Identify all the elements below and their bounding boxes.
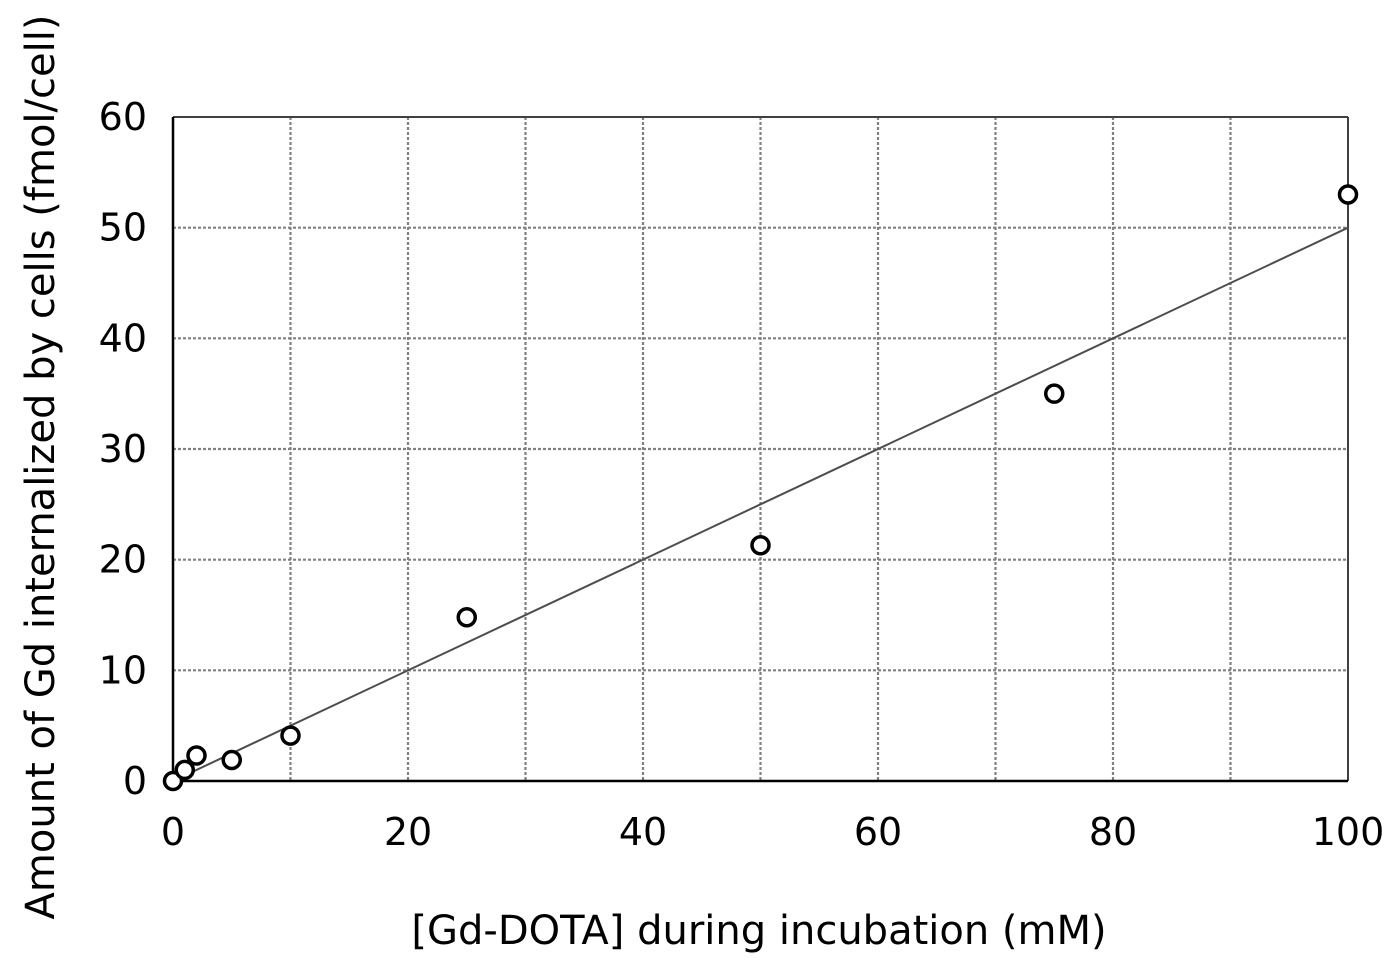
x-tick-label: 80: [1089, 810, 1137, 854]
data-points: [162, 184, 1359, 792]
y-tick-labels: 0 10 20 30 40 50 60: [99, 95, 147, 803]
y-tick-label: 60: [99, 95, 147, 139]
y-tick-label: 0: [123, 759, 147, 803]
y-tick-label: 40: [99, 316, 147, 360]
y-tick-label: 10: [99, 648, 147, 692]
y-tick-label: 30: [99, 427, 147, 471]
x-tick-label: 60: [854, 810, 902, 854]
x-tick-label: 40: [619, 810, 667, 854]
data-point: [750, 535, 771, 556]
data-point: [174, 759, 195, 781]
plot-frame: [171, 116, 1349, 783]
x-tick-label: 20: [384, 810, 432, 854]
y-axis-title: Amount of Gd internalized by cells (fmol…: [18, 15, 64, 920]
data-point: [1337, 184, 1359, 205]
data-point: [280, 725, 301, 746]
data-point: [456, 606, 477, 628]
data-point: [186, 745, 207, 766]
grid-lines: [173, 117, 1348, 781]
data-point: [1044, 383, 1065, 404]
trendline-layer: [172, 226, 1349, 782]
x-tick-labels: 0 20 40 60 80 100: [161, 810, 1384, 854]
linear-trendline: [172, 226, 1349, 782]
y-tick-label: 50: [99, 206, 147, 250]
x-tick-label: 100: [1312, 810, 1385, 854]
x-axis-title: [Gd-DOTA] during incubation (mM): [411, 908, 1106, 954]
data-point: [221, 749, 242, 771]
x-tick-label: 0: [161, 810, 185, 854]
y-tick-label: 20: [99, 538, 147, 582]
